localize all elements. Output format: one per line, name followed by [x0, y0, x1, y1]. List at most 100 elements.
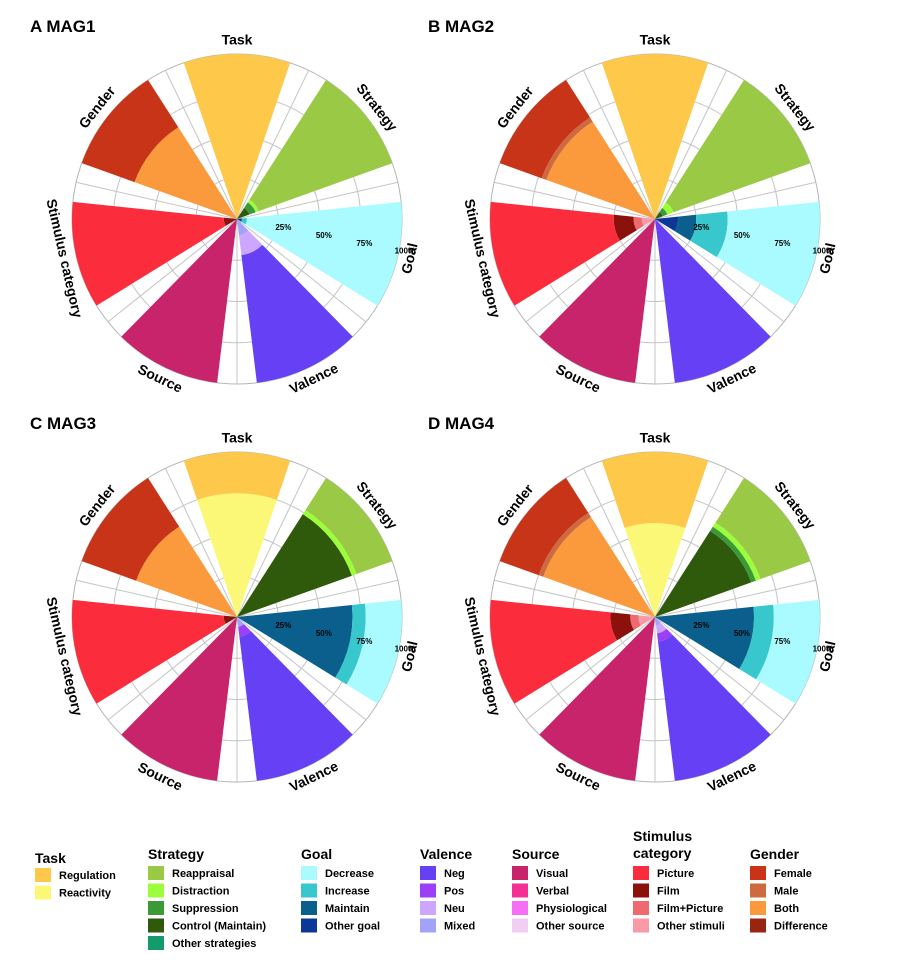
- sector-task: Task: [183, 32, 291, 219]
- legend-swatch: [148, 918, 164, 933]
- legend-item-label: Female: [774, 868, 812, 880]
- legend-group-task: Task Regulation Reactivity: [35, 850, 116, 900]
- segment-reappraisal: [715, 478, 811, 580]
- segment-decrease: [346, 599, 402, 704]
- legend-item-label: Male: [774, 886, 798, 898]
- legend-item-label: Suppression: [172, 903, 239, 915]
- legend: Task Regulation Reactivity Strategy Reapprai…: [35, 828, 828, 950]
- segment-suppression: [244, 202, 256, 215]
- legend-item-label: Distraction: [172, 886, 230, 898]
- segment-picture: [490, 201, 620, 306]
- segment-distraction: [247, 199, 259, 213]
- segment-film: [223, 615, 237, 624]
- legend-swatch: [633, 918, 649, 933]
- grid-arc: [250, 577, 260, 583]
- legend-swatch: [633, 866, 649, 880]
- legend-item-label: Reappraisal: [172, 868, 234, 880]
- legend-title: Source: [512, 846, 560, 862]
- sector-goal: Goal: [237, 599, 421, 704]
- legend-item-label: Maintain: [325, 903, 370, 915]
- grid-arc: [668, 577, 678, 583]
- legend-item-label: Film: [657, 886, 680, 898]
- segment-suppression: [659, 207, 668, 217]
- legend-swatch: [512, 866, 528, 880]
- segment-neg: [239, 631, 353, 781]
- segment-female: [81, 80, 179, 183]
- segment-picture: [72, 201, 226, 306]
- legend-swatch: [420, 883, 436, 898]
- segment-visual: [539, 219, 655, 383]
- legend-item-label: Decrease: [325, 868, 374, 880]
- legend-swatch: [301, 883, 317, 898]
- legend-swatch: [750, 918, 766, 933]
- grid-arc: [668, 179, 678, 185]
- sector-label: Task: [640, 32, 671, 48]
- segment-regulation: [601, 53, 709, 219]
- panel-title: D MAG4: [428, 414, 495, 433]
- legend-item-label: Neu: [444, 903, 465, 915]
- legend-group-goal: Goal Decrease Increase Maintain Other goal: [301, 846, 380, 933]
- legend-item-label: Increase: [325, 886, 370, 898]
- grid-arc: [250, 179, 260, 185]
- sector-task: Task: [601, 430, 709, 617]
- grid-arc: [265, 638, 273, 647]
- segment-male: [541, 117, 593, 180]
- segment-neg: [655, 219, 771, 383]
- legend-swatch: [35, 885, 51, 900]
- segment-regulation: [183, 451, 291, 500]
- segment-pos: [656, 628, 673, 642]
- segment-maintain: [655, 606, 754, 669]
- segment-picture: [490, 599, 618, 704]
- radial-tick-label: 25%: [693, 223, 709, 232]
- legend-swatch: [301, 918, 317, 933]
- segment-female: [499, 478, 589, 576]
- legend-swatch: [633, 901, 649, 915]
- segment-other-goal: [655, 216, 679, 232]
- legend-swatch: [750, 901, 766, 915]
- legend-group-stimulus-category: Stimulus category Picture Film Film+Picture O…: [633, 828, 725, 933]
- radial-tick-label: 50%: [734, 629, 750, 638]
- segment-decrease: [716, 201, 820, 306]
- radial-tick-label: 100%: [395, 247, 415, 256]
- segment-visual: [121, 219, 237, 383]
- grid-arc: [683, 638, 691, 647]
- sector-label: Task: [222, 430, 253, 446]
- sector-task: Task: [601, 32, 709, 219]
- legend-item-label: Other goal: [325, 921, 380, 933]
- legend-title: Gender: [750, 846, 800, 862]
- segment-reactivity: [197, 493, 277, 617]
- segment-increase: [241, 217, 247, 225]
- segment-both: [543, 516, 655, 617]
- segment-control-maintain: [237, 514, 352, 617]
- segment-reappraisal: [305, 478, 393, 575]
- segment-reappraisal: [249, 80, 393, 212]
- segment-neu: [655, 622, 667, 634]
- legend-item-label: Pos: [444, 886, 464, 898]
- segment-film: [613, 214, 637, 241]
- grid-arc: [214, 179, 224, 185]
- legend-swatch: [148, 883, 164, 898]
- grid-arc: [265, 240, 273, 249]
- legend-title: Goal: [301, 846, 332, 862]
- segment-film-picture: [633, 216, 644, 231]
- legend-swatch: [750, 866, 766, 880]
- legend-swatch: [420, 918, 436, 933]
- legend-title: Valence: [420, 846, 472, 862]
- legend-item-label: Other strategies: [172, 938, 256, 950]
- grid-arc: [683, 240, 691, 249]
- legend-group-strategy: Strategy Reappraisal Distraction Suppressio…: [148, 846, 266, 950]
- grid-arc: [201, 638, 209, 647]
- segment-film: [610, 612, 634, 641]
- legend-group-valence: Valence Neg Pos Neu Mixed: [420, 846, 475, 933]
- segment-both: [134, 127, 237, 219]
- legend-swatch: [420, 866, 436, 880]
- segment-control-maintain: [655, 212, 663, 219]
- sector-goal: Goal: [655, 201, 839, 306]
- segment-control-maintain: [655, 530, 752, 617]
- segment-regulation: [183, 54, 291, 219]
- panel-title: A MAG1: [30, 17, 96, 36]
- legend-swatch: [420, 901, 436, 915]
- segment-film-picture: [630, 614, 641, 630]
- radial-tick-label: 25%: [693, 621, 709, 630]
